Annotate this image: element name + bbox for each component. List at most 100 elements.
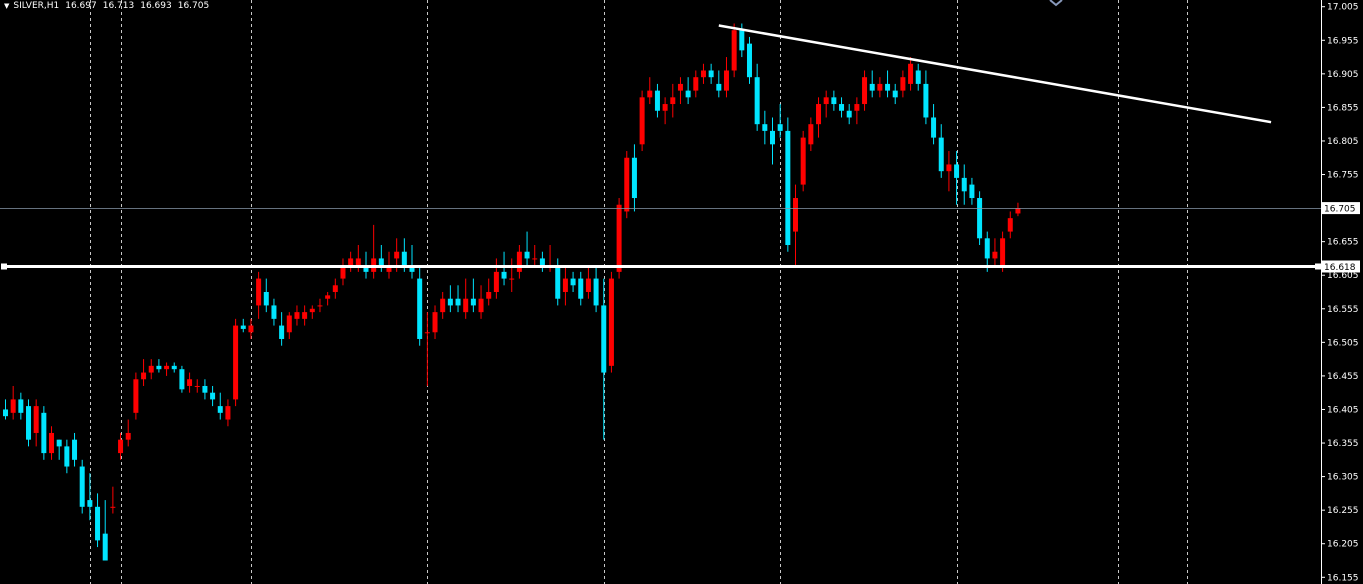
y-tick-label: 16.505: [1327, 338, 1359, 348]
candle-body: [501, 271, 507, 279]
candle-body: [777, 124, 783, 131]
candle-body: [662, 104, 668, 111]
chart-header: ▼ SILVER,H1 16.697 16.713 16.693 16.705: [4, 1, 209, 11]
candle-body: [332, 285, 338, 292]
dropdown-triangle-icon[interactable]: ▼: [4, 2, 10, 10]
support-line-handle-left[interactable]: [1, 263, 7, 270]
candle-body: [217, 406, 223, 413]
candle-body: [608, 278, 614, 366]
candle-body: [754, 77, 760, 125]
y-tick-label: 16.605: [1327, 271, 1359, 281]
candle-body: [938, 137, 944, 172]
candle-body: [417, 278, 423, 339]
candle-body: [325, 295, 331, 299]
y-tick-label: 16.805: [1327, 137, 1359, 147]
candle-body: [125, 432, 131, 440]
candle-body: [486, 292, 492, 299]
candle-body: [309, 308, 315, 313]
y-tick-label: 16.755: [1327, 171, 1359, 181]
candle-body: [240, 325, 246, 329]
y-tick-label: 16.555: [1327, 305, 1359, 315]
candle-body: [279, 325, 285, 339]
candle-body: [447, 298, 453, 306]
candle-body: [141, 372, 147, 380]
candle-body: [509, 278, 515, 280]
candle-body: [26, 406, 32, 440]
candle-body: [654, 90, 660, 111]
candle-body: [869, 83, 875, 91]
candle-body: [969, 184, 975, 199]
candle-body: [394, 251, 400, 259]
candle-body: [516, 251, 522, 272]
candle-body: [800, 137, 806, 185]
candle-body: [862, 77, 868, 105]
candle-body: [984, 238, 990, 259]
candle-body: [639, 97, 645, 145]
candle-body: [823, 97, 829, 105]
candle-body: [118, 439, 124, 454]
candle-body: [1000, 238, 1006, 266]
candle-body: [348, 258, 354, 266]
candle-body: [179, 369, 185, 390]
candle-body: [409, 265, 415, 272]
open-value: 16.697: [65, 1, 97, 11]
candle-body: [677, 83, 683, 91]
y-tick-label: 16.655: [1327, 238, 1359, 248]
candle-body: [915, 70, 921, 84]
y-tick-label: 16.255: [1327, 506, 1359, 516]
candle-body: [1007, 218, 1013, 232]
candle-body: [585, 278, 591, 292]
high-value: 16.713: [102, 1, 135, 11]
candle-body: [470, 298, 476, 306]
candle-body: [87, 500, 93, 507]
candle-body: [846, 110, 852, 118]
candle-body: [401, 251, 407, 266]
overlays: [0, 0, 1321, 270]
candle-body: [762, 124, 768, 131]
chevron-marker-icon: [1049, 0, 1063, 7]
candle-body: [463, 298, 469, 313]
y-tick-label: 16.205: [1327, 540, 1359, 550]
trend-line[interactable]: [718, 24, 1272, 124]
candle-body: [908, 63, 914, 84]
candle-body: [885, 83, 891, 91]
candle-body: [432, 312, 438, 333]
candle-body: [41, 412, 47, 454]
candle-body: [954, 164, 960, 178]
candle-body: [808, 124, 814, 145]
candle-body: [455, 298, 461, 306]
candle-body: [210, 392, 216, 400]
candle-body: [378, 258, 384, 266]
candle-body: [1015, 208, 1021, 214]
candle-body: [631, 157, 637, 199]
candle-body: [532, 258, 538, 260]
support-line-price-label-bg: [1322, 260, 1360, 273]
candle-body: [977, 198, 983, 239]
candle-body: [440, 298, 446, 313]
candle-body: [271, 305, 277, 319]
candle-body: [133, 379, 139, 413]
support-line-handle-right[interactable]: [1315, 263, 1321, 270]
candle-body: [961, 177, 967, 192]
session-grid: [90, 0, 1188, 584]
candle-body: [770, 130, 775, 145]
candle-body: [555, 265, 561, 299]
candle-body: [493, 271, 499, 292]
candle-body: [386, 265, 392, 272]
candle-body: [248, 325, 254, 333]
candle-body: [685, 90, 691, 98]
candle-body: [10, 399, 16, 413]
candle-body: [693, 77, 699, 91]
candle-body: [877, 83, 883, 91]
candle-body: [95, 506, 101, 541]
candles: [3, 23, 1021, 561]
candle-body: [233, 325, 239, 400]
candle-body: [340, 265, 346, 279]
candle-body: [854, 104, 860, 111]
candle-body: [18, 399, 24, 413]
y-tick-label: 16.905: [1327, 70, 1359, 80]
candle-body: [946, 164, 952, 172]
candle-body: [839, 104, 845, 111]
candle-body: [746, 43, 752, 78]
